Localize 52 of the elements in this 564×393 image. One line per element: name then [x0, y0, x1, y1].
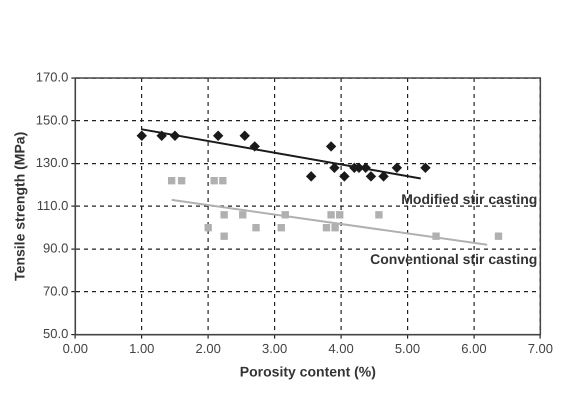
point	[220, 232, 228, 240]
point	[204, 224, 212, 232]
point	[178, 176, 186, 184]
point	[366, 171, 376, 182]
point	[240, 130, 250, 141]
point	[278, 224, 285, 232]
point	[282, 211, 289, 219]
y-tick-label: 90.0	[43, 240, 68, 256]
point	[392, 162, 402, 173]
point	[306, 171, 316, 182]
point	[326, 141, 336, 152]
point	[250, 141, 260, 152]
point	[329, 162, 340, 173]
point	[168, 176, 176, 184]
x-tick-label: 4.00	[328, 340, 354, 356]
y-tick-label: 50.0	[43, 326, 68, 342]
point	[327, 211, 335, 219]
x-tick-label: 1.00	[129, 340, 154, 356]
x-tick-label: 0.00	[62, 340, 88, 356]
point	[494, 232, 502, 240]
y-tick-label: 150.0	[36, 112, 68, 128]
point	[220, 211, 228, 219]
point	[252, 224, 260, 232]
point	[360, 162, 371, 173]
point	[219, 176, 226, 184]
y-tick-label: 130.0	[36, 155, 68, 170]
point	[420, 162, 430, 173]
point	[378, 171, 389, 182]
point	[156, 130, 167, 141]
point	[339, 171, 350, 182]
series-label: Modified stir casting	[401, 191, 538, 208]
point	[213, 130, 224, 141]
x-tick-label: 2.00	[196, 340, 221, 356]
x-tick-label: 3.00	[262, 340, 288, 356]
y-tick-label: 110.0	[36, 198, 68, 213]
point	[136, 130, 147, 141]
point	[331, 224, 339, 232]
point	[375, 211, 383, 219]
x-tick-label: 5.00	[394, 340, 420, 356]
point	[170, 130, 180, 141]
point	[322, 224, 330, 232]
point	[336, 211, 344, 219]
y-tick-label: 170.0	[36, 70, 68, 85]
y-tick-label: 70.0	[43, 283, 68, 298]
x-tick-label: 6.00	[461, 340, 487, 356]
x-axis-title: Porosity content (%)	[240, 363, 376, 380]
point	[239, 211, 246, 219]
point	[210, 176, 218, 184]
x-tick-label: 7.00	[528, 340, 554, 356]
y-axis-title: Tensile strength (MPa)	[11, 132, 28, 281]
series-label: Conventional stir casting	[370, 251, 538, 268]
point	[432, 232, 440, 240]
